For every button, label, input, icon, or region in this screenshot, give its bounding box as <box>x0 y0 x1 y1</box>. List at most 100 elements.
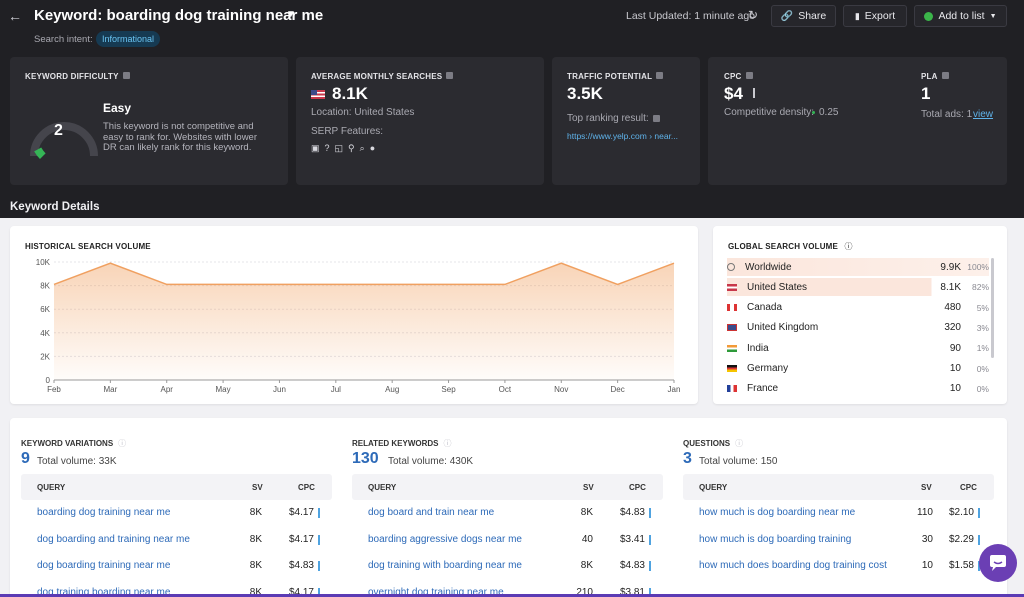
cpc-level-icon <box>978 508 980 518</box>
table-row: overnight dog training near me 210 $3.81 <box>352 580 663 597</box>
export-button[interactable]: ▮ Export <box>843 5 907 27</box>
info-circle-icon[interactable]: ⓘ <box>443 439 452 448</box>
view-link[interactable]: view <box>973 109 994 120</box>
share-button[interactable]: 🔗 Share <box>771 5 836 27</box>
cpc-header: CPC <box>298 483 315 492</box>
search-icon[interactable]: ⌕ <box>359 143 365 153</box>
pla-value: 1 <box>921 84 931 103</box>
data-point[interactable] <box>165 283 168 286</box>
cpc-value: $4.83 <box>619 560 645 572</box>
info-icon[interactable] <box>122 72 130 79</box>
sv-value: 8K <box>249 507 262 518</box>
globe-icon <box>727 263 735 271</box>
cpc-value: $4 <box>724 84 743 103</box>
cpc-level-icon <box>649 508 651 518</box>
info-icon[interactable] <box>745 72 753 79</box>
country-volume: 320 <box>944 322 961 334</box>
query-header: QUERY <box>699 483 728 492</box>
data-point[interactable] <box>334 283 337 286</box>
query-header: QUERY <box>368 483 397 492</box>
data-point[interactable] <box>560 262 563 265</box>
france-flag-icon <box>727 385 737 393</box>
gauge-track <box>30 122 98 157</box>
data-point[interactable] <box>53 283 56 286</box>
global-row[interactable]: Worldwide 9.9K 100% <box>727 258 989 276</box>
info-circle-icon[interactable]: ⓘ <box>118 439 127 448</box>
country-name: Germany <box>747 363 789 374</box>
image-pack-icon[interactable]: ▣ <box>311 143 320 153</box>
query-link[interactable]: dog boarding training near me <box>37 560 171 572</box>
table-header: QUERY SV CPC <box>683 474 994 500</box>
global-row[interactable]: France 10 0% <box>727 380 989 398</box>
data-point[interactable] <box>673 262 676 265</box>
query-link[interactable]: how much is dog boarding training <box>699 533 852 545</box>
section-title: Keyword Details <box>10 201 100 213</box>
table-row: dog training boarding near me 8K $4.17 <box>21 580 332 597</box>
cpc-value: $4.83 <box>619 507 645 518</box>
add-to-list-button[interactable]: Add to list ▼ <box>914 5 1007 27</box>
query-link[interactable]: dog training boarding near me <box>37 587 171 597</box>
uk-flag-icon <box>727 324 737 332</box>
sv-value: 40 <box>581 533 593 545</box>
global-row[interactable]: United States 8.1K 82% <box>727 278 989 297</box>
data-point[interactable] <box>503 283 506 286</box>
list-count[interactable]: 130 <box>352 450 379 467</box>
country-volume: 9.9K <box>940 261 961 273</box>
bottom-edge <box>0 594 1024 597</box>
query-link[interactable]: boarding aggressive dogs near me <box>368 533 522 545</box>
x-tick-label: Sep <box>441 385 456 394</box>
faq-icon[interactable]: ? <box>324 143 330 153</box>
data-point[interactable] <box>109 262 112 265</box>
data-point[interactable] <box>222 283 225 286</box>
cpc-value: $4.17 <box>288 533 314 545</box>
us-flag-icon <box>727 283 737 291</box>
scrollbar[interactable] <box>991 258 994 358</box>
cpc-level-icon <box>649 534 651 545</box>
info-icon[interactable] <box>941 72 949 79</box>
data-point[interactable] <box>447 283 450 286</box>
ams-title: AVERAGE MONTHLY SEARCHES <box>311 72 443 81</box>
title-dropdown-icon[interactable]: ▼ <box>286 9 296 20</box>
global-row[interactable]: Canada 480 5% <box>727 299 989 317</box>
query-link[interactable]: overnight dog training near me <box>368 587 504 597</box>
data-point[interactable] <box>616 283 619 286</box>
info-icon[interactable] <box>653 115 660 122</box>
list-count[interactable]: 9 <box>21 450 30 467</box>
country-volume: 480 <box>944 302 961 314</box>
info-icon[interactable] <box>656 72 664 79</box>
chat-button[interactable] <box>979 544 1017 582</box>
country-name: Canada <box>747 302 783 314</box>
back-arrow-icon[interactable]: ← <box>8 8 22 24</box>
country-name: India <box>747 342 769 354</box>
query-link[interactable]: boarding dog training near me <box>37 507 171 518</box>
top-ranking-url[interactable]: https://www.yelp.com › near... <box>567 131 679 141</box>
sv-header: SV <box>583 483 594 492</box>
query-link[interactable]: dog training with boarding near me <box>368 560 522 572</box>
query-link[interactable]: dog board and train near me <box>368 507 495 518</box>
list-count[interactable]: 3 <box>683 450 692 467</box>
data-point[interactable] <box>391 283 394 286</box>
table-row: how much is dog boarding training 30 $2.29 <box>683 527 994 553</box>
reviews-icon[interactable]: ● <box>369 143 376 153</box>
info-icon[interactable] <box>446 72 454 79</box>
local-pack-icon[interactable]: ⚲ <box>348 143 355 153</box>
info-circle-icon[interactable]: ⓘ <box>844 242 853 251</box>
query-link[interactable]: how much is dog boarding near me <box>699 507 856 518</box>
sv-header: SV <box>921 483 932 492</box>
check-circle-icon <box>924 11 934 21</box>
global-row[interactable]: United Kingdom 320 3% <box>727 319 989 337</box>
table-row: dog board and train near me 8K $4.83 <box>352 500 663 526</box>
shopping-icon[interactable]: ◱ <box>334 143 344 153</box>
query-link[interactable]: dog boarding and training near me <box>37 533 190 545</box>
refresh-icon[interactable]: ↻ <box>748 8 759 22</box>
global-row[interactable]: Germany 10 0% <box>727 360 989 378</box>
data-point[interactable] <box>278 283 281 286</box>
cpc-level-icon <box>318 561 320 572</box>
global-row[interactable]: India 90 1% <box>727 339 989 357</box>
query-link[interactable]: how much does boarding dog training cost <box>699 560 887 572</box>
info-circle-icon[interactable]: ⓘ <box>735 439 744 448</box>
cpc-value: $3.41 <box>619 533 645 545</box>
search-intent-badge[interactable]: Informational <box>96 31 161 47</box>
ams-card: AVERAGE MONTHLY SEARCHES 8.1K Location: … <box>296 57 544 185</box>
kd-card: KEYWORD DIFFICULTY 2 Easy This keyword i… <box>10 57 288 185</box>
